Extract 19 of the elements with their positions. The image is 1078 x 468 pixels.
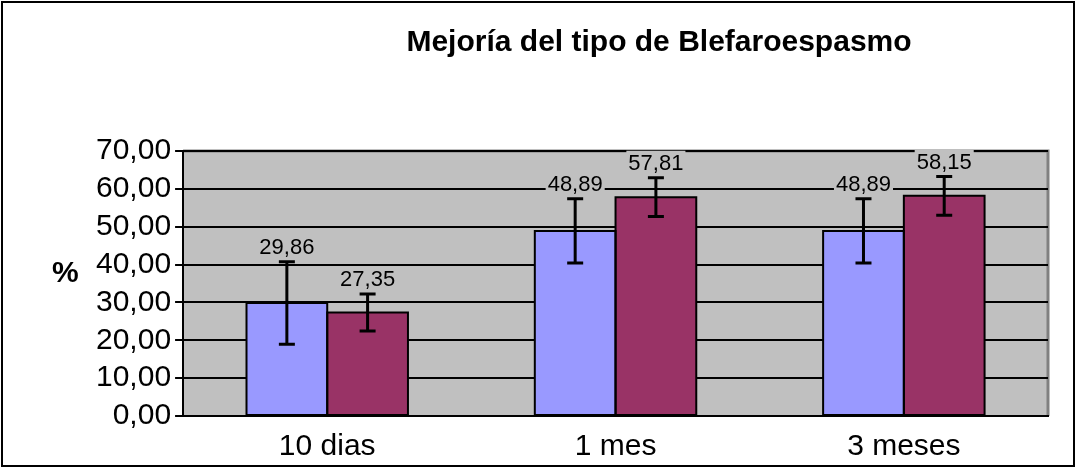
data-label: 48,89 <box>547 170 603 196</box>
chart-title: Mejoría del tipo de Blefaroespasmo <box>405 24 913 58</box>
x-tick-label: 1 mes <box>574 428 657 462</box>
y-tick-label: 30,00 <box>96 283 172 317</box>
x-tick-label: 3 meses <box>847 428 961 462</box>
data-label: 58,15 <box>916 148 972 174</box>
data-label: 29,86 <box>259 233 315 259</box>
data-label: 27,35 <box>340 265 396 291</box>
y-tick-label: 10,00 <box>96 359 172 393</box>
data-label: 48,89 <box>835 170 892 196</box>
y-tick-label: 60,00 <box>96 170 172 204</box>
y-axis-title: % <box>52 255 79 289</box>
data-label: 57,81 <box>628 149 684 175</box>
y-tick-label: 50,00 <box>96 207 172 241</box>
y-tick-label: 0,00 <box>112 397 172 431</box>
y-tick-label: 20,00 <box>96 321 172 355</box>
y-tick-label: 70,00 <box>96 132 172 166</box>
x-tick-label: 10 dias <box>278 428 376 462</box>
y-tick-label: 40,00 <box>96 245 172 279</box>
